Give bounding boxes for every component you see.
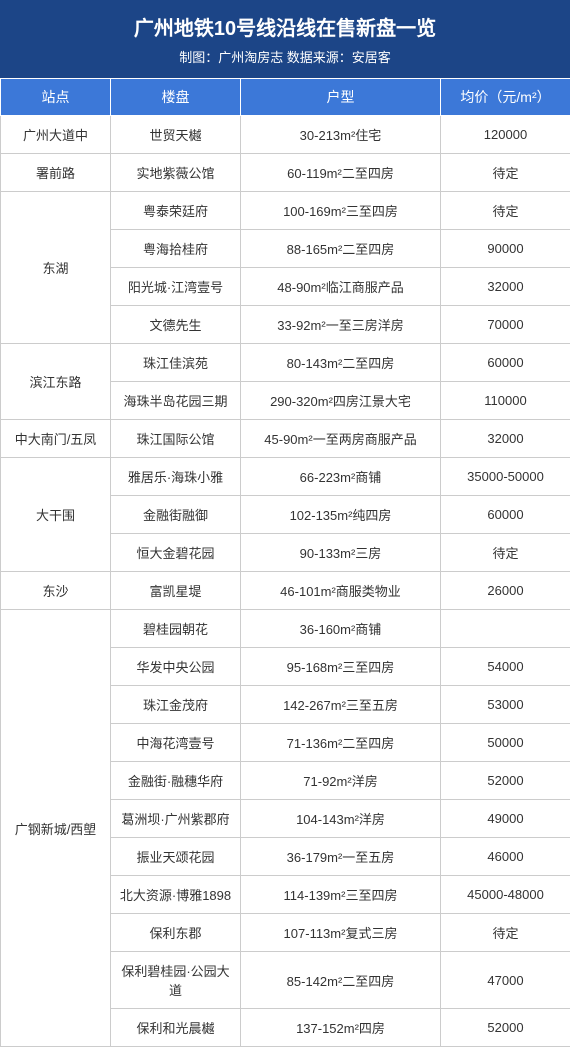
table-row: 大干围雅居乐·海珠小雅66-223m²商铺35000-50000 [1,458,570,496]
cell-project: 振业天颂花园 [111,838,241,876]
cell-project: 中海花湾壹号 [111,724,241,762]
cell-price: 120000 [441,116,570,154]
cell-project: 保利碧桂园·公园大道 [111,952,241,1009]
cell-project: 文德先生 [111,306,241,344]
cell-price: 47000 [441,952,570,1009]
cell-price: 49000 [441,800,570,838]
cell-unit: 142-267m²三至五房 [241,686,441,724]
cell-price: 32000 [441,420,570,458]
cell-unit: 45-90m²一至两房商服产品 [241,420,441,458]
cell-project: 保利东郡 [111,914,241,952]
cell-project: 华发中央公园 [111,648,241,686]
cell-unit: 36-179m²一至五房 [241,838,441,876]
cell-project: 粤泰荣廷府 [111,192,241,230]
cell-unit: 100-169m²三至四房 [241,192,441,230]
cell-price: 45000-48000 [441,876,570,914]
cell-price: 待定 [441,914,570,952]
cell-project: 富凯星堤 [111,572,241,610]
cell-station: 东沙 [1,572,111,610]
cell-project: 珠江金茂府 [111,686,241,724]
cell-project: 世贸天樾 [111,116,241,154]
cell-price: 26000 [441,572,570,610]
cell-project: 阳光城·江湾壹号 [111,268,241,306]
cell-project: 珠江佳滨苑 [111,344,241,382]
cell-unit: 95-168m²三至四房 [241,648,441,686]
cell-unit: 90-133m²三房 [241,534,441,572]
cell-unit: 80-143m²二至四房 [241,344,441,382]
cell-project: 实地紫薇公馆 [111,154,241,192]
cell-unit: 48-90m²临江商服产品 [241,268,441,306]
cell-unit: 36-160m²商铺 [241,610,441,648]
subtitle: 制图：广州淘房志 数据来源：安居客 [0,47,570,78]
cell-price: 70000 [441,306,570,344]
cell-unit: 104-143m²洋房 [241,800,441,838]
cell-unit: 102-135m²纯四房 [241,496,441,534]
cell-project: 粤海拾桂府 [111,230,241,268]
cell-station: 署前路 [1,154,111,192]
cell-unit: 71-92m²洋房 [241,762,441,800]
cell-station: 广州大道中 [1,116,111,154]
cell-unit: 30-213m²住宅 [241,116,441,154]
cell-price: 50000 [441,724,570,762]
col-station: 站点 [1,79,111,116]
cell-price: 52000 [441,1009,570,1047]
cell-project: 恒大金碧花园 [111,534,241,572]
cell-price: 待定 [441,192,570,230]
cell-unit: 33-92m²一至三房洋房 [241,306,441,344]
cell-unit: 46-101m²商服类物业 [241,572,441,610]
cell-price: 53000 [441,686,570,724]
col-unit: 户型 [241,79,441,116]
cell-price: 60000 [441,496,570,534]
cell-project: 葛洲坝·广州紫郡府 [111,800,241,838]
cell-unit: 88-165m²二至四房 [241,230,441,268]
cell-unit: 137-152m²四房 [241,1009,441,1047]
table-row: 广钢新城/西塱碧桂园朝花36-160m²商铺 [1,610,570,648]
table-row: 东沙富凯星堤46-101m²商服类物业26000 [1,572,570,610]
table-row: 滨江东路珠江佳滨苑80-143m²二至四房60000 [1,344,570,382]
cell-station: 大干围 [1,458,111,572]
cell-project: 北大资源·博雅1898 [111,876,241,914]
cell-price: 60000 [441,344,570,382]
cell-unit: 290-320m²四房江景大宅 [241,382,441,420]
cell-price: 110000 [441,382,570,420]
header-row: 站点 楼盘 户型 均价（元/m²） [1,79,570,116]
table-row: 中大南门/五凤珠江国际公馆45-90m²一至两房商服产品32000 [1,420,570,458]
cell-project: 金融街·融穗华府 [111,762,241,800]
cell-project: 珠江国际公馆 [111,420,241,458]
cell-price: 待定 [441,534,570,572]
cell-price: 54000 [441,648,570,686]
cell-price: 35000-50000 [441,458,570,496]
cell-price: 32000 [441,268,570,306]
cell-project: 保利和光晨樾 [111,1009,241,1047]
property-table: 站点 楼盘 户型 均价（元/m²） 广州大道中世贸天樾30-213m²住宅120… [0,78,570,1047]
cell-unit: 114-139m²三至四房 [241,876,441,914]
cell-unit: 60-119m²二至四房 [241,154,441,192]
cell-station: 中大南门/五凤 [1,420,111,458]
col-price: 均价（元/m²） [441,79,570,116]
cell-price [441,610,570,648]
cell-price: 52000 [441,762,570,800]
cell-price: 待定 [441,154,570,192]
cell-project: 海珠半岛花园三期 [111,382,241,420]
table-row: 广州大道中世贸天樾30-213m²住宅120000 [1,116,570,154]
cell-project: 碧桂园朝花 [111,610,241,648]
table-body: 广州大道中世贸天樾30-213m²住宅120000署前路实地紫薇公馆60-119… [1,116,570,1047]
cell-project: 雅居乐·海珠小雅 [111,458,241,496]
table-row: 署前路实地紫薇公馆60-119m²二至四房待定 [1,154,570,192]
cell-price: 90000 [441,230,570,268]
cell-station: 东湖 [1,192,111,344]
table-container: 广州地铁10号线沿线在售新盘一览 制图：广州淘房志 数据来源：安居客 站点 楼盘… [0,0,570,1047]
cell-unit: 107-113m²复式三房 [241,914,441,952]
cell-station: 滨江东路 [1,344,111,420]
cell-unit: 71-136m²二至四房 [241,724,441,762]
cell-unit: 66-223m²商铺 [241,458,441,496]
title: 广州地铁10号线沿线在售新盘一览 [0,0,570,47]
cell-price: 46000 [441,838,570,876]
col-project: 楼盘 [111,79,241,116]
cell-project: 金融街融御 [111,496,241,534]
cell-station: 广钢新城/西塱 [1,610,111,1047]
table-row: 东湖粤泰荣廷府100-169m²三至四房待定 [1,192,570,230]
cell-unit: 85-142m²二至四房 [241,952,441,1009]
